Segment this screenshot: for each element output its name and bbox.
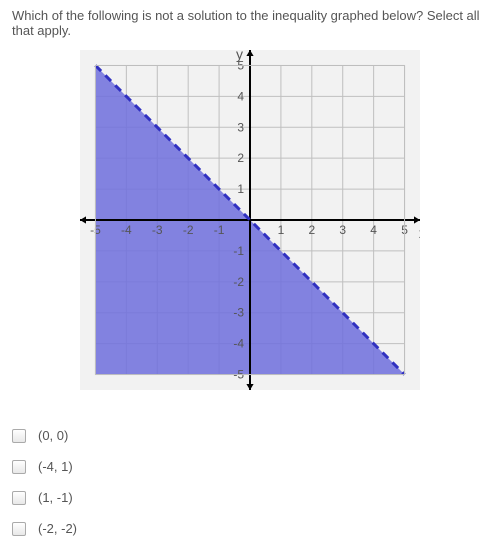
question-text: Which of the following is not a solution… [12, 8, 488, 38]
svg-text:x: x [419, 225, 420, 241]
option-row[interactable]: (-2, -2) [12, 513, 488, 544]
svg-text:3: 3 [237, 120, 244, 134]
checkbox-icon[interactable] [12, 429, 26, 443]
svg-text:-2: -2 [233, 275, 244, 289]
checkbox-icon[interactable] [12, 522, 26, 536]
checkbox-icon[interactable] [12, 460, 26, 474]
option-label: (1, -1) [38, 490, 73, 505]
svg-text:-1: -1 [233, 244, 244, 258]
svg-text:2: 2 [237, 151, 244, 165]
svg-text:-2: -2 [183, 223, 194, 237]
svg-text:2: 2 [308, 223, 315, 237]
answer-options: (0, 0) (-4, 1) (1, -1) (-2, -2) [12, 420, 488, 544]
graph-container: -5-4-3-2-112345-5-4-3-2-112345xy [12, 50, 488, 390]
svg-text:-4: -4 [121, 223, 132, 237]
option-row[interactable]: (1, -1) [12, 482, 488, 513]
svg-text:4: 4 [370, 223, 377, 237]
inequality-graph: -5-4-3-2-112345-5-4-3-2-112345xy [80, 50, 420, 390]
svg-text:-3: -3 [233, 306, 244, 320]
option-label: (0, 0) [38, 428, 68, 443]
option-row[interactable]: (-4, 1) [12, 451, 488, 482]
svg-text:1: 1 [278, 223, 285, 237]
checkbox-icon[interactable] [12, 491, 26, 505]
option-row[interactable]: (0, 0) [12, 420, 488, 451]
graph-svg: -5-4-3-2-112345-5-4-3-2-112345xy [80, 50, 420, 390]
svg-text:1: 1 [237, 182, 244, 196]
svg-text:4: 4 [237, 89, 244, 103]
svg-text:-1: -1 [214, 223, 225, 237]
option-label: (-2, -2) [38, 521, 77, 536]
svg-text:y: y [236, 50, 243, 62]
svg-text:-3: -3 [152, 223, 163, 237]
option-label: (-4, 1) [38, 459, 73, 474]
svg-text:-4: -4 [233, 337, 244, 351]
svg-text:3: 3 [339, 223, 346, 237]
